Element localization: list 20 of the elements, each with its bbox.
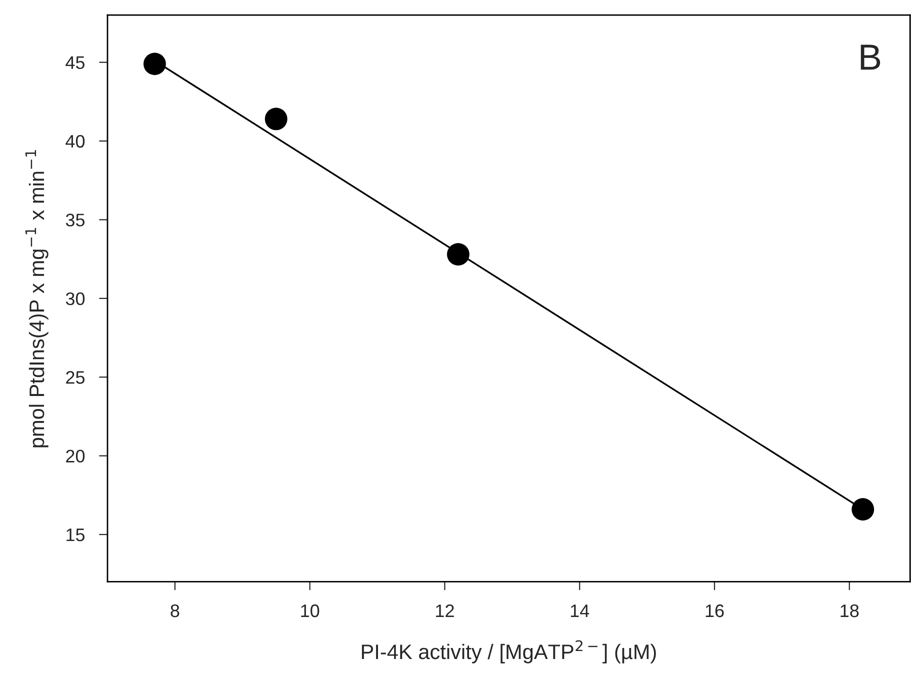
y-tick-label: 20	[66, 450, 85, 463]
x-axis-title: PI-4K activity / [MgATP$^{2−}$] (µM)	[362, 640, 656, 664]
y-tick-label: 30	[66, 292, 85, 306]
point	[852, 498, 874, 521]
x-tick-label: 16	[706, 604, 724, 618]
y-tick-label: 35	[66, 214, 85, 226]
x-tick-label: 14	[570, 604, 590, 618]
x-tick-label: 10	[301, 604, 320, 618]
y-axis-title: pmol PtdIns(4)P x mg$^{−1}$ x min$^{−1}$	[25, 150, 48, 448]
y-tick-label: 45	[66, 56, 85, 70]
x-tick-label: 18	[840, 604, 859, 618]
y-tick-label: 25	[66, 371, 85, 384]
point	[144, 52, 166, 76]
annotation: B	[860, 44, 880, 70]
x-tick-label: 8	[170, 604, 180, 618]
point	[264, 108, 288, 130]
y-tick-label: 15	[66, 528, 85, 542]
y-tick-label: 40	[66, 134, 85, 148]
point	[447, 243, 470, 266]
x-tick-label: 12	[436, 604, 454, 618]
